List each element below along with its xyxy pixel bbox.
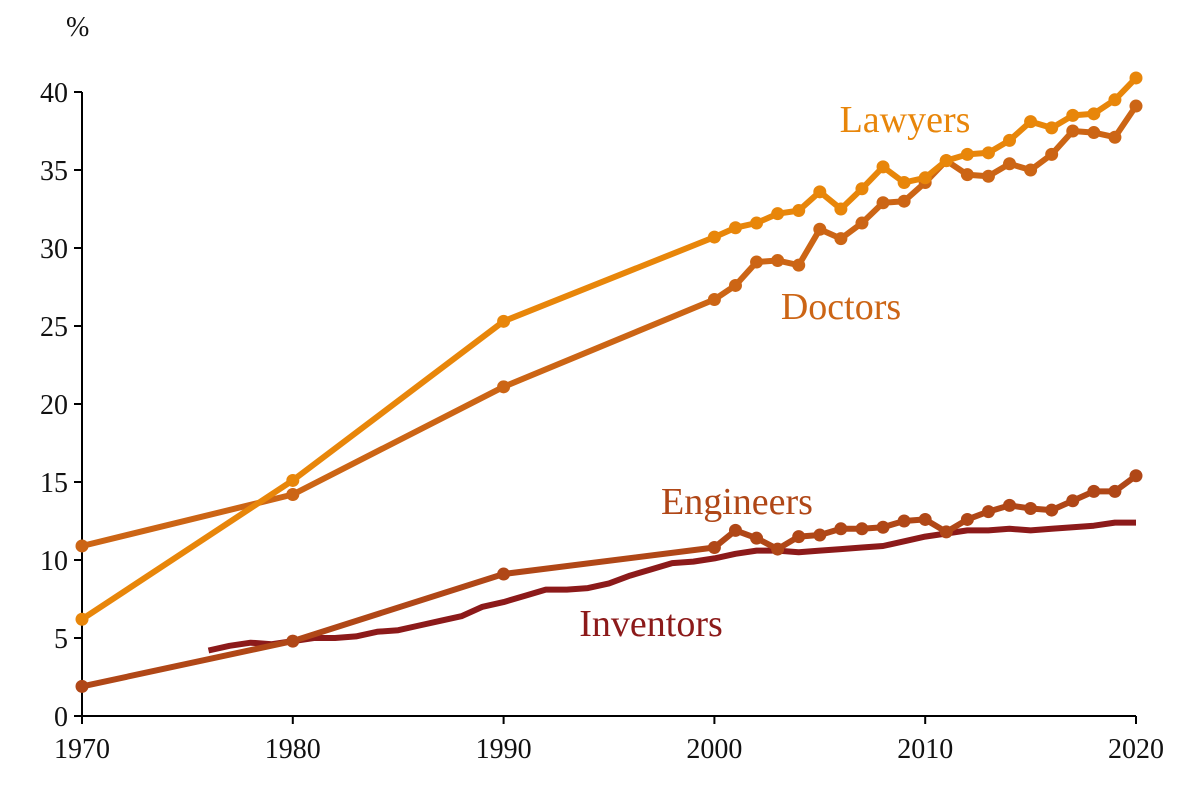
data-point-doctors bbox=[1003, 157, 1017, 171]
data-point-lawyers bbox=[1024, 115, 1038, 129]
data-point-lawyers bbox=[834, 202, 848, 216]
series-label-doctors: Doctors bbox=[781, 286, 901, 328]
data-point-lawyers bbox=[1087, 107, 1101, 121]
data-point-engineers bbox=[728, 523, 742, 537]
data-point-doctors bbox=[855, 216, 869, 230]
data-point-engineers bbox=[1087, 484, 1101, 498]
data-point-lawyers bbox=[918, 171, 932, 185]
data-point-doctors bbox=[1045, 147, 1059, 161]
data-point-doctors bbox=[834, 232, 848, 246]
y-axis-unit-label: % bbox=[66, 12, 89, 43]
x-tick-label: 1970 bbox=[54, 734, 110, 765]
data-point-doctors bbox=[960, 168, 974, 182]
data-point-lawyers bbox=[981, 146, 995, 160]
data-point-engineers bbox=[1066, 494, 1080, 508]
data-point-lawyers bbox=[960, 147, 974, 161]
data-point-engineers bbox=[707, 541, 721, 555]
y-tick-label: 30 bbox=[40, 234, 68, 265]
y-tick-label: 15 bbox=[40, 468, 68, 499]
data-point-engineers bbox=[1045, 503, 1059, 517]
y-tick-label: 25 bbox=[40, 312, 68, 343]
data-point-doctors bbox=[771, 253, 785, 267]
data-point-engineers bbox=[834, 522, 848, 536]
data-point-engineers bbox=[1108, 484, 1122, 498]
data-point-doctors bbox=[792, 258, 806, 272]
data-point-engineers bbox=[1024, 502, 1038, 516]
series-labels: Lawyers Doctors Engineers Inventors bbox=[579, 99, 970, 645]
data-point-lawyers bbox=[897, 175, 911, 189]
data-point-lawyers bbox=[813, 185, 827, 199]
data-point-lawyers bbox=[750, 216, 764, 230]
data-point-lawyers bbox=[939, 154, 953, 168]
data-point-doctors bbox=[750, 255, 764, 269]
data-point-doctors bbox=[876, 196, 890, 210]
series-line-inventors bbox=[207, 519, 1136, 654]
data-point-engineers bbox=[939, 525, 953, 539]
data-point-doctors bbox=[728, 278, 742, 292]
data-point-engineers bbox=[918, 512, 932, 526]
data-point-engineers bbox=[813, 528, 827, 542]
data-point-doctors bbox=[1024, 163, 1038, 177]
data-point-doctors bbox=[1129, 99, 1143, 113]
data-point-lawyers bbox=[876, 160, 890, 174]
x-tick-label: 2020 bbox=[1108, 734, 1164, 765]
x-tick-label: 1990 bbox=[476, 734, 532, 765]
data-point-lawyers bbox=[792, 204, 806, 218]
data-point-lawyers bbox=[1003, 133, 1017, 147]
data-point-lawyers bbox=[855, 182, 869, 196]
data-point-lawyers bbox=[1108, 93, 1122, 107]
data-point-doctors bbox=[75, 539, 89, 553]
data-point-engineers bbox=[75, 679, 89, 693]
y-tick-label: 40 bbox=[40, 78, 68, 109]
data-point-doctors bbox=[707, 292, 721, 306]
data-point-lawyers bbox=[1129, 71, 1143, 85]
series-line-lawyers bbox=[80, 75, 1139, 622]
data-point-engineers bbox=[960, 512, 974, 526]
data-point-engineers bbox=[497, 567, 511, 581]
data-point-doctors bbox=[981, 169, 995, 183]
y-tick-label: 0 bbox=[54, 702, 68, 733]
data-point-doctors bbox=[897, 194, 911, 208]
data-point-lawyers bbox=[1045, 121, 1059, 135]
series-label-inventors: Inventors bbox=[579, 603, 723, 645]
y-tick-label: 10 bbox=[40, 546, 68, 577]
data-point-lawyers bbox=[75, 612, 89, 626]
data-point-engineers bbox=[876, 520, 890, 534]
data-point-engineers bbox=[1129, 469, 1143, 483]
data-point-doctors bbox=[286, 487, 300, 501]
data-point-doctors bbox=[1087, 126, 1101, 140]
series-lines bbox=[75, 71, 1143, 693]
data-point-engineers bbox=[286, 634, 300, 648]
data-point-doctors bbox=[497, 380, 511, 394]
x-tick-label: 2010 bbox=[897, 734, 953, 765]
data-point-engineers bbox=[792, 530, 806, 544]
y-tick-label: 5 bbox=[54, 624, 68, 655]
y-tick-label: 20 bbox=[40, 390, 68, 421]
data-point-lawyers bbox=[771, 207, 785, 221]
data-point-engineers bbox=[750, 531, 764, 545]
y-tick-label: 35 bbox=[40, 156, 68, 187]
data-point-lawyers bbox=[286, 473, 300, 487]
data-point-lawyers bbox=[1066, 108, 1080, 122]
data-point-engineers bbox=[1003, 498, 1017, 512]
data-point-engineers bbox=[981, 505, 995, 519]
data-point-doctors bbox=[813, 222, 827, 236]
data-point-lawyers bbox=[728, 221, 742, 235]
data-point-doctors bbox=[1066, 124, 1080, 138]
series-line-doctors bbox=[81, 104, 1139, 549]
x-tick-label: 1980 bbox=[265, 734, 321, 765]
axes: 0 5 10 15 20 25 30 35 40 1970 1980 1990 2000 2010 2020 bbox=[40, 78, 1164, 765]
data-point-lawyers bbox=[707, 230, 721, 244]
x-tick-label: 2000 bbox=[686, 734, 742, 765]
data-point-doctors bbox=[1108, 130, 1122, 144]
data-point-engineers bbox=[771, 542, 785, 556]
data-point-lawyers bbox=[497, 314, 511, 328]
series-label-engineers: Engineers bbox=[661, 481, 813, 523]
data-point-engineers bbox=[855, 522, 869, 536]
series-label-lawyers: Lawyers bbox=[840, 99, 971, 141]
data-point-engineers bbox=[897, 514, 911, 528]
